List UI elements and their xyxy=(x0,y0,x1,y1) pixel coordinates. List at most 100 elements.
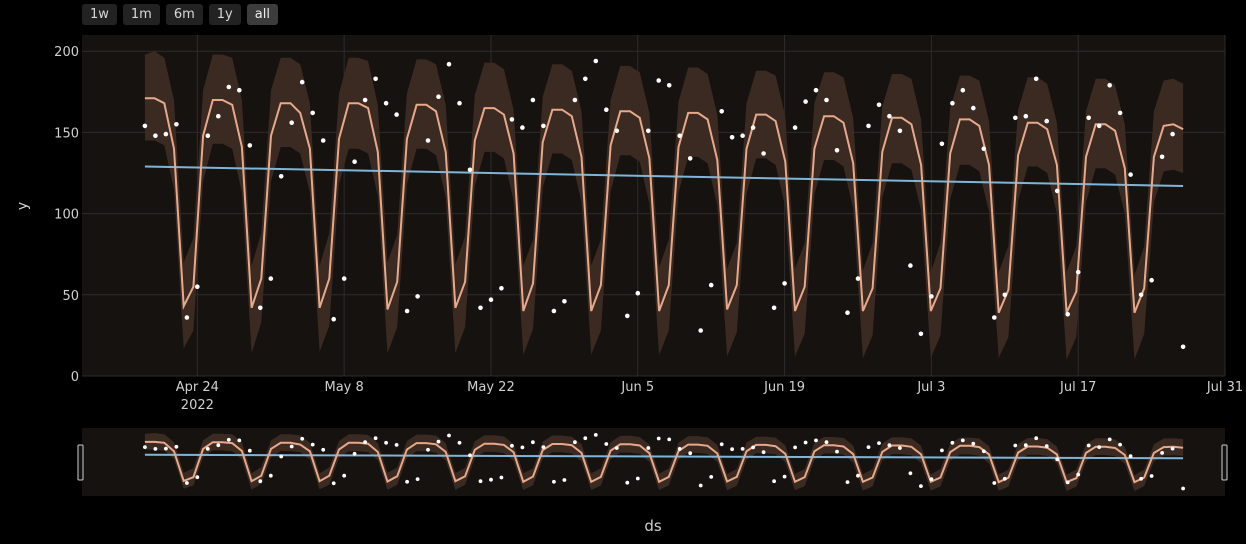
range-button-6m[interactable]: 6m xyxy=(165,4,203,25)
range-slider-data-point xyxy=(1118,442,1122,447)
range-slider-data-point xyxy=(415,477,420,481)
range-slider-data-point xyxy=(426,447,430,452)
range-slider-data-point xyxy=(384,440,388,445)
range-slider-data-point xyxy=(772,479,776,484)
range-slider-data-point xyxy=(1002,476,1007,481)
range-slider-data-point xyxy=(593,433,598,437)
range-button-1m[interactable]: 1m xyxy=(122,4,160,25)
range-slider-data-point xyxy=(499,475,504,480)
range-slider-data-point xyxy=(688,451,693,456)
data-point xyxy=(761,151,766,156)
range-slider-data-point xyxy=(1076,472,1081,477)
range-slider-data-point xyxy=(677,447,682,451)
data-point xyxy=(572,97,578,103)
data-point xyxy=(782,281,787,286)
range-slider-data-point xyxy=(604,442,609,446)
range-slider-data-point xyxy=(520,445,525,450)
data-point xyxy=(593,58,599,64)
data-point xyxy=(299,79,305,85)
range-slider-data-point xyxy=(667,437,672,442)
range-slider-data-point xyxy=(573,440,577,445)
range-slider-data-point xyxy=(1097,445,1102,449)
range-slider-data-point xyxy=(268,473,273,478)
data-point xyxy=(625,313,630,319)
range-button-1y[interactable]: 1y xyxy=(208,4,241,25)
range-slider-data-point xyxy=(656,436,661,441)
data-point xyxy=(341,276,347,281)
data-point xyxy=(530,97,536,103)
range-slider-data-point xyxy=(730,447,734,452)
data-point xyxy=(845,310,850,316)
data-point xyxy=(897,128,903,134)
data-point xyxy=(247,143,253,148)
data-point xyxy=(237,87,242,93)
data-point xyxy=(142,123,148,129)
data-point xyxy=(551,308,557,314)
x-tick-year-label: 2022 xyxy=(181,398,214,413)
range-slider-data-point xyxy=(1055,457,1060,462)
data-point xyxy=(278,174,284,179)
data-point xyxy=(1138,292,1144,298)
range-slider-data-point xyxy=(793,445,797,450)
data-point xyxy=(174,122,179,127)
data-point xyxy=(729,135,735,140)
range-slider-data-point xyxy=(247,448,252,453)
range-slider-data-point xyxy=(646,446,651,450)
range-slider-handle-right[interactable] xyxy=(1221,444,1228,481)
data-point xyxy=(918,331,924,337)
x-tick-label: May 8 xyxy=(325,380,364,395)
range-slider-data-point xyxy=(583,436,588,441)
data-point xyxy=(153,133,158,138)
range-slider-data-point xyxy=(1013,443,1018,448)
data-point xyxy=(1086,115,1091,121)
data-point xyxy=(446,61,452,67)
range-button-1w[interactable]: 1w xyxy=(82,4,117,25)
data-point xyxy=(635,290,641,296)
data-point xyxy=(425,138,431,143)
data-point xyxy=(258,305,263,311)
data-point xyxy=(184,315,190,320)
data-point xyxy=(583,76,588,82)
data-point xyxy=(1054,188,1060,194)
data-point xyxy=(383,100,389,106)
range-slider-data-point xyxy=(709,475,714,479)
range-slider-trend-line xyxy=(144,453,1184,460)
y-tick-label: 50 xyxy=(62,289,79,304)
data-point xyxy=(289,120,295,125)
range-slider-data-point xyxy=(929,477,934,481)
data-point xyxy=(404,308,410,314)
range-slider-data-point xyxy=(866,445,871,449)
range-slider-data-point xyxy=(740,447,745,451)
range-slider-data-point xyxy=(373,436,378,441)
forecast-line xyxy=(144,97,1184,314)
range-button-all[interactable]: all xyxy=(246,4,278,25)
range-slider-forecast-line xyxy=(144,440,1184,484)
data-point xyxy=(1149,277,1154,283)
data-point xyxy=(1013,115,1018,121)
data-point xyxy=(887,113,892,119)
trend-line xyxy=(144,165,1184,187)
data-point xyxy=(604,107,609,112)
data-point xyxy=(499,286,504,291)
data-point xyxy=(813,87,819,93)
range-slider-data-point xyxy=(782,474,787,479)
data-point xyxy=(803,99,808,104)
range-slider-data-point xyxy=(1107,437,1112,442)
range-slider-data-point xyxy=(1128,454,1133,459)
range-slider-data-point xyxy=(698,483,703,488)
observed-points xyxy=(142,58,1186,350)
data-point xyxy=(824,97,829,103)
data-point xyxy=(1023,113,1029,119)
data-point xyxy=(950,100,955,106)
range-slider-data-point xyxy=(635,476,640,481)
data-point xyxy=(310,110,316,116)
range-slider-data-point xyxy=(625,480,630,485)
data-point xyxy=(1159,154,1165,160)
range-slider-data-point xyxy=(174,444,179,449)
range-slider-data-point xyxy=(1044,444,1049,449)
data-point xyxy=(478,305,483,311)
range-slider-data-point xyxy=(300,436,305,441)
data-point xyxy=(614,128,620,134)
data-point xyxy=(1170,131,1175,137)
range-slider-handle-left[interactable] xyxy=(77,444,84,481)
